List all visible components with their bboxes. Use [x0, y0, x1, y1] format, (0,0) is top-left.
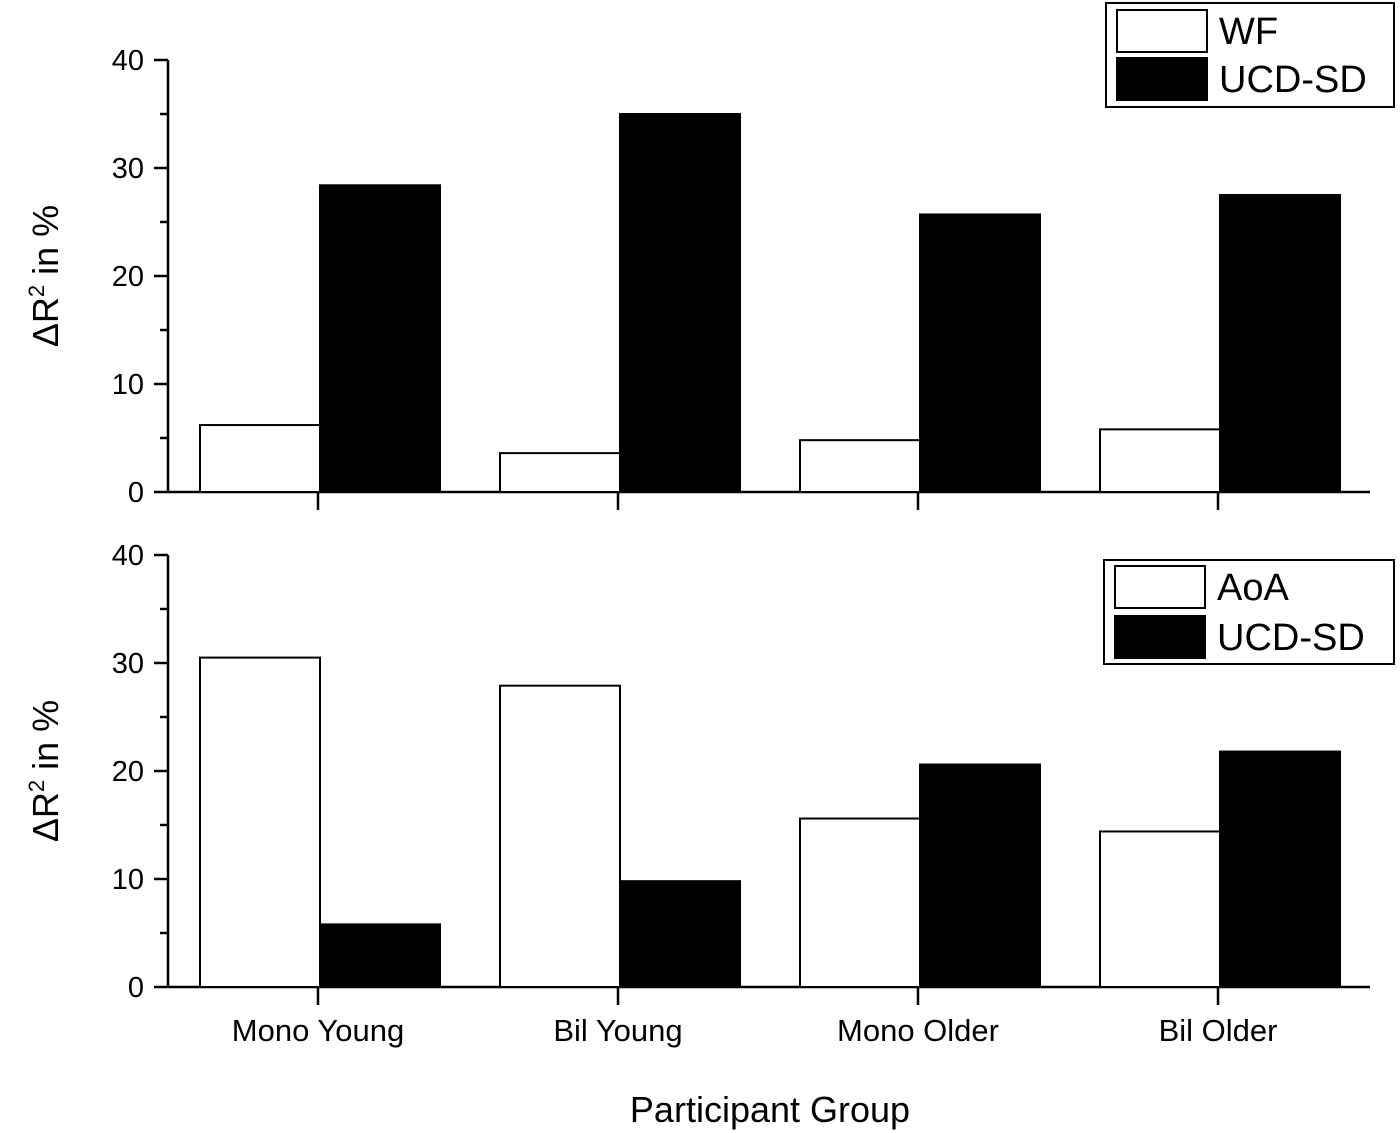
bar-aoa-bil-older	[1099, 830, 1221, 988]
x-tick-label: Mono Young	[232, 1013, 404, 1048]
legend-label: WF	[1219, 11, 1278, 53]
bar-wf-bil-older	[1099, 428, 1221, 493]
bar-ucd-sd-bil-older	[1219, 750, 1341, 988]
y-tick-label: 20	[112, 756, 144, 788]
legend: AoA UCD-SD	[1103, 559, 1395, 665]
x-tick-label: Bil Older	[1159, 1013, 1278, 1048]
legend-label: AoA	[1217, 567, 1289, 609]
bar-ucd-sd-bil-young	[619, 113, 741, 493]
bar-ucd-sd-mono-young	[319, 184, 441, 493]
top-panel: 0 10 20 30 40 ΔR2 in % WF UCD-SD	[24, 2, 1395, 510]
y-tick-label: 0	[128, 972, 144, 1004]
bottom-panel: 0 10 20 30 40 ΔR2 in % Mono Young Bil Young Mono…	[24, 540, 1395, 1048]
bar-aoa-bil-young	[499, 684, 621, 988]
y-tick-label: 20	[112, 261, 144, 293]
legend-swatch	[1114, 615, 1206, 659]
bar-ucd-sd-mono-young	[319, 923, 441, 988]
y-tick-label: 30	[112, 648, 144, 680]
bar-aoa-mono-young	[199, 656, 321, 988]
bar-aoa-mono-older	[799, 817, 921, 989]
bar-ucd-sd-bil-young	[619, 880, 741, 988]
bar-ucd-sd-mono-older	[919, 213, 1041, 493]
bar-ucd-sd-mono-older	[919, 763, 1041, 989]
y-axis-title-main: ΔR	[25, 792, 66, 842]
y-axis-title-suffix: in %	[25, 205, 66, 285]
y-axis-title: ΔR2 in %	[24, 205, 66, 347]
y-axis-title: ΔR2 in %	[24, 700, 66, 842]
legend: WF UCD-SD	[1105, 2, 1395, 108]
x-tick-label: Mono Older	[837, 1013, 999, 1048]
y-axis-title-suffix: in %	[25, 700, 66, 780]
y-axis-title-main: ΔR	[25, 297, 66, 347]
x-axis-title: Participant Group	[630, 1089, 910, 1130]
bar-wf-mono-older	[799, 439, 921, 494]
bar-wf-bil-young	[499, 452, 621, 493]
bar-wf-mono-young	[199, 424, 321, 494]
y-axis-title-superscript: 2	[24, 780, 49, 792]
y-tick-label: 10	[112, 369, 144, 401]
y-tick-label: 10	[112, 864, 144, 896]
y-tick-label: 30	[112, 153, 144, 185]
x-tick-label: Bil Young	[553, 1013, 682, 1048]
legend-label: UCD-SD	[1219, 59, 1367, 101]
y-axis-title-superscript: 2	[24, 285, 49, 297]
y-tick-label: 40	[112, 45, 144, 77]
legend-swatch	[1116, 57, 1208, 101]
legend-swatch	[1116, 9, 1208, 53]
y-tick-label: 0	[128, 477, 144, 509]
legend-swatch	[1114, 565, 1206, 609]
bar-ucd-sd-bil-older	[1219, 194, 1341, 493]
y-tick-label: 40	[112, 540, 144, 572]
legend-label: UCD-SD	[1217, 617, 1365, 659]
